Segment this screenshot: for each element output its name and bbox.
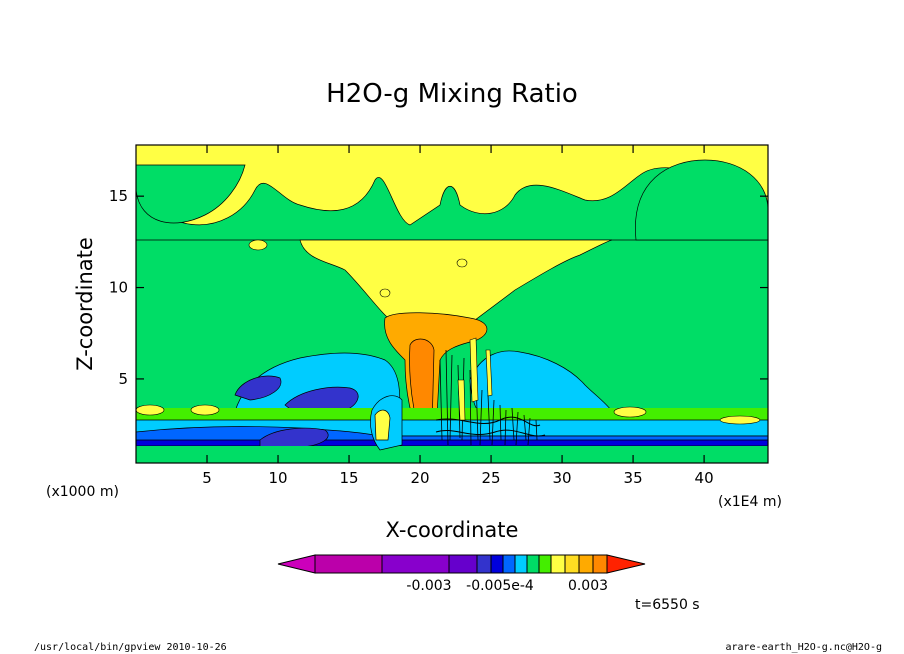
spot-1 xyxy=(248,239,268,251)
surface-bottom-green xyxy=(136,446,768,463)
colorbar-tick-3: 0.003 xyxy=(568,578,608,594)
x-tick-label: 25 xyxy=(482,469,501,487)
precipitation-contours xyxy=(435,349,546,446)
bump-mid xyxy=(190,404,220,416)
surface-band-darkblue xyxy=(136,439,768,447)
y-unit-label: (x1000 m) xyxy=(46,484,119,500)
colorbar-segment xyxy=(564,554,580,574)
x-tick-label: 30 xyxy=(553,469,572,487)
plot-frame xyxy=(135,144,769,464)
x-tick-label: 15 xyxy=(339,469,358,487)
colorbar-segment xyxy=(314,554,383,574)
x-tick-label: 10 xyxy=(268,469,287,487)
colorbar-segment xyxy=(502,554,516,574)
colorbar-tick-2: -0.005e-4 xyxy=(466,578,534,594)
colorbar-segment xyxy=(514,554,528,574)
colorbar-segment xyxy=(550,554,566,574)
bump-right2 xyxy=(719,415,761,425)
time-label: t=6550 s xyxy=(635,597,700,613)
y-tick-label: 5 xyxy=(118,370,128,388)
colorbar-tick-1: -0.003 xyxy=(406,578,451,594)
y-axis-label: Z-coordinate xyxy=(73,237,97,371)
colorbar-segment xyxy=(381,554,450,574)
colorbar-left-arrow xyxy=(277,554,316,574)
x-unit-label: (x1E4 m) xyxy=(718,494,782,510)
surface-band-green xyxy=(136,408,768,422)
bump-right xyxy=(613,406,647,418)
colorbar-segment xyxy=(476,554,492,574)
x-tick-label: 35 xyxy=(624,469,643,487)
y-tick-label: 15 xyxy=(109,187,128,205)
footer-right: arare-earth_H2O-g.nc@H2O-g xyxy=(725,642,882,653)
y-tick-label: 10 xyxy=(109,279,128,297)
x-tick-label: 5 xyxy=(202,469,212,487)
x-tick-label: 40 xyxy=(695,469,714,487)
colorbar-segment xyxy=(448,554,478,574)
colorbar-right-arrow xyxy=(606,554,646,574)
colorbar-segment xyxy=(538,554,552,574)
updraft-base-yellow xyxy=(374,409,391,441)
x-tick-label: 20 xyxy=(410,469,429,487)
colorbar-segment xyxy=(578,554,594,574)
x-axis: 5 10 15 20 25 30 35 40 xyxy=(202,145,714,487)
colorbar-segment xyxy=(490,554,504,574)
dry-pocket-left xyxy=(234,375,282,401)
spot-3 xyxy=(379,288,391,298)
colorbar-segment xyxy=(592,554,608,574)
spot-2 xyxy=(456,258,468,268)
footer-left: /usr/local/bin/gpview 2010-10-26 xyxy=(34,642,227,653)
colorbar-segment xyxy=(526,554,540,574)
anvil-outflow xyxy=(299,239,613,336)
colorbar xyxy=(277,554,646,574)
left-green-dome xyxy=(136,164,246,224)
contour-field xyxy=(136,145,768,463)
chart-title: H2O-g Mixing Ratio xyxy=(326,79,578,109)
bump-left xyxy=(136,404,165,416)
x-axis-label: X-coordinate xyxy=(386,518,519,542)
yellow-flecks xyxy=(457,337,493,421)
y-axis: 5 10 15 xyxy=(109,187,768,388)
